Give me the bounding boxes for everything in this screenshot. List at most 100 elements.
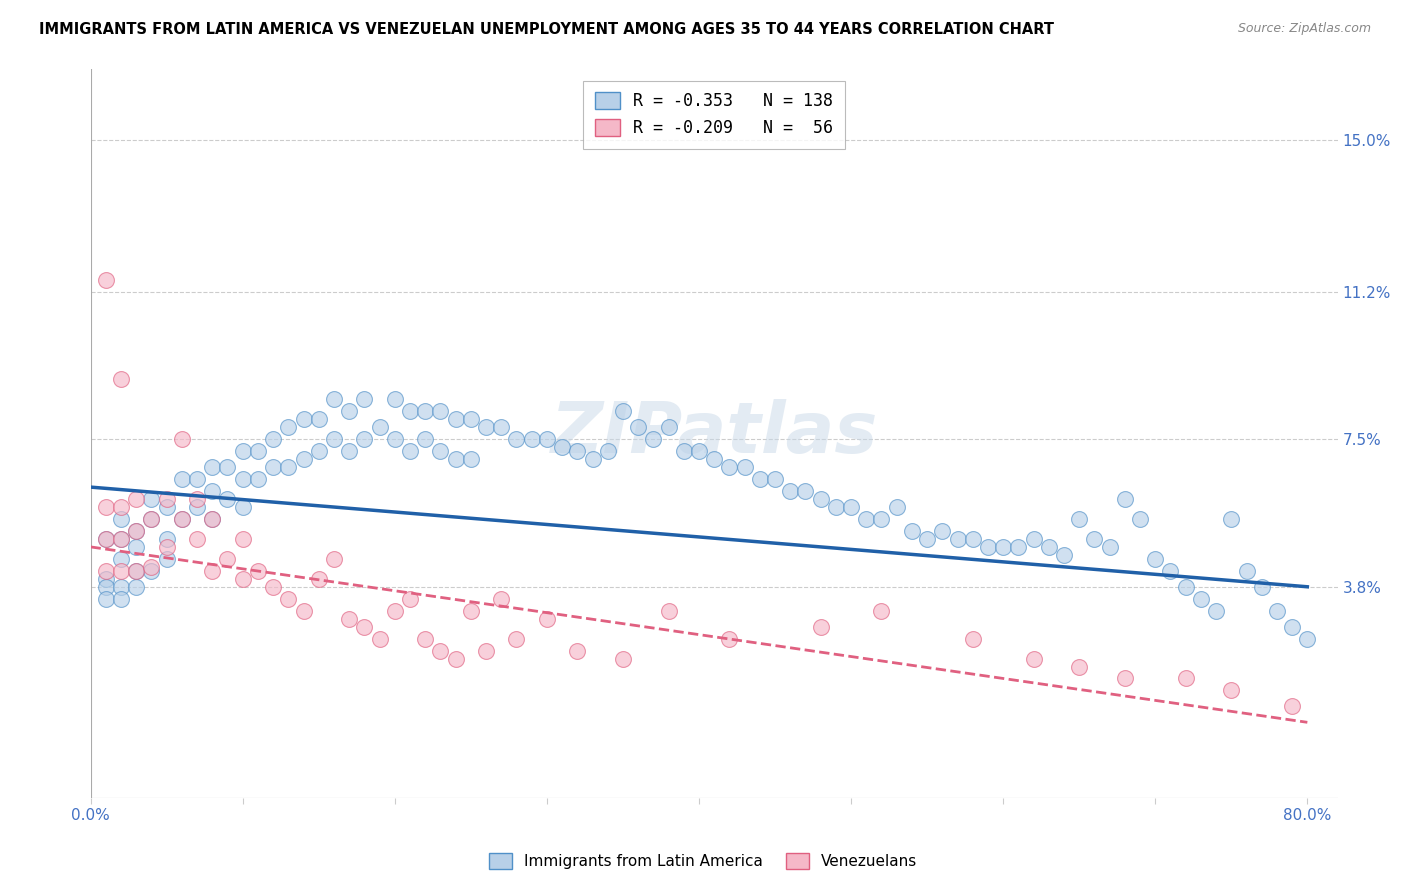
Point: [323, 392, 346, 407]
Point: [886, 500, 908, 514]
Point: [399, 404, 422, 418]
Point: [475, 420, 498, 434]
Point: [94, 532, 117, 546]
Point: [125, 580, 148, 594]
Point: [505, 432, 527, 446]
Point: [1022, 651, 1045, 665]
Point: [125, 491, 148, 506]
Point: [567, 643, 589, 657]
Point: [156, 491, 179, 506]
Point: [201, 484, 224, 499]
Point: [156, 500, 179, 514]
Point: [703, 452, 725, 467]
Point: [870, 604, 893, 618]
Point: [110, 580, 132, 594]
Point: [1007, 540, 1029, 554]
Point: [1069, 659, 1091, 673]
Point: [1236, 564, 1258, 578]
Point: [718, 632, 741, 646]
Legend: Immigrants from Latin America, Venezuelans: Immigrants from Latin America, Venezuela…: [482, 847, 924, 875]
Point: [141, 559, 163, 574]
Point: [824, 500, 846, 514]
Point: [1114, 672, 1136, 686]
Point: [460, 604, 482, 618]
Point: [384, 392, 406, 407]
Text: Source: ZipAtlas.com: Source: ZipAtlas.com: [1237, 22, 1371, 36]
Point: [323, 552, 346, 566]
Point: [262, 460, 284, 475]
Point: [201, 512, 224, 526]
Point: [232, 572, 254, 586]
Point: [748, 472, 770, 486]
Text: ZIPatlas: ZIPatlas: [551, 399, 877, 467]
Point: [384, 604, 406, 618]
Point: [1281, 620, 1303, 634]
Point: [110, 500, 132, 514]
Point: [232, 472, 254, 486]
Point: [429, 404, 451, 418]
Point: [110, 372, 132, 386]
Point: [125, 540, 148, 554]
Point: [946, 532, 969, 546]
Point: [110, 564, 132, 578]
Point: [1296, 632, 1319, 646]
Point: [1053, 548, 1076, 562]
Point: [581, 452, 603, 467]
Point: [779, 484, 801, 499]
Point: [612, 404, 634, 418]
Point: [141, 512, 163, 526]
Point: [170, 472, 193, 486]
Point: [444, 452, 467, 467]
Point: [262, 432, 284, 446]
Point: [353, 620, 375, 634]
Point: [931, 524, 953, 538]
Point: [246, 564, 269, 578]
Point: [1174, 672, 1197, 686]
Point: [413, 432, 436, 446]
Point: [505, 632, 527, 646]
Point: [444, 651, 467, 665]
Point: [429, 643, 451, 657]
Point: [262, 580, 284, 594]
Point: [1189, 591, 1212, 606]
Point: [1083, 532, 1105, 546]
Point: [1114, 491, 1136, 506]
Point: [170, 512, 193, 526]
Point: [141, 564, 163, 578]
Point: [551, 440, 574, 454]
Point: [337, 444, 360, 458]
Point: [672, 444, 695, 458]
Point: [491, 591, 513, 606]
Point: [170, 512, 193, 526]
Point: [1038, 540, 1060, 554]
Point: [186, 491, 208, 506]
Point: [368, 420, 391, 434]
Point: [658, 604, 681, 618]
Point: [399, 444, 422, 458]
Point: [1265, 604, 1288, 618]
Point: [246, 444, 269, 458]
Point: [353, 432, 375, 446]
Point: [658, 420, 681, 434]
Point: [1129, 512, 1152, 526]
Point: [277, 591, 299, 606]
Point: [94, 273, 117, 287]
Point: [413, 404, 436, 418]
Point: [201, 512, 224, 526]
Point: [170, 432, 193, 446]
Point: [156, 532, 179, 546]
Point: [110, 532, 132, 546]
Point: [141, 512, 163, 526]
Point: [399, 591, 422, 606]
Point: [94, 572, 117, 586]
Point: [94, 500, 117, 514]
Point: [901, 524, 924, 538]
Point: [232, 532, 254, 546]
Point: [612, 651, 634, 665]
Point: [1220, 683, 1243, 698]
Point: [991, 540, 1014, 554]
Point: [323, 432, 346, 446]
Point: [125, 524, 148, 538]
Point: [491, 420, 513, 434]
Point: [94, 580, 117, 594]
